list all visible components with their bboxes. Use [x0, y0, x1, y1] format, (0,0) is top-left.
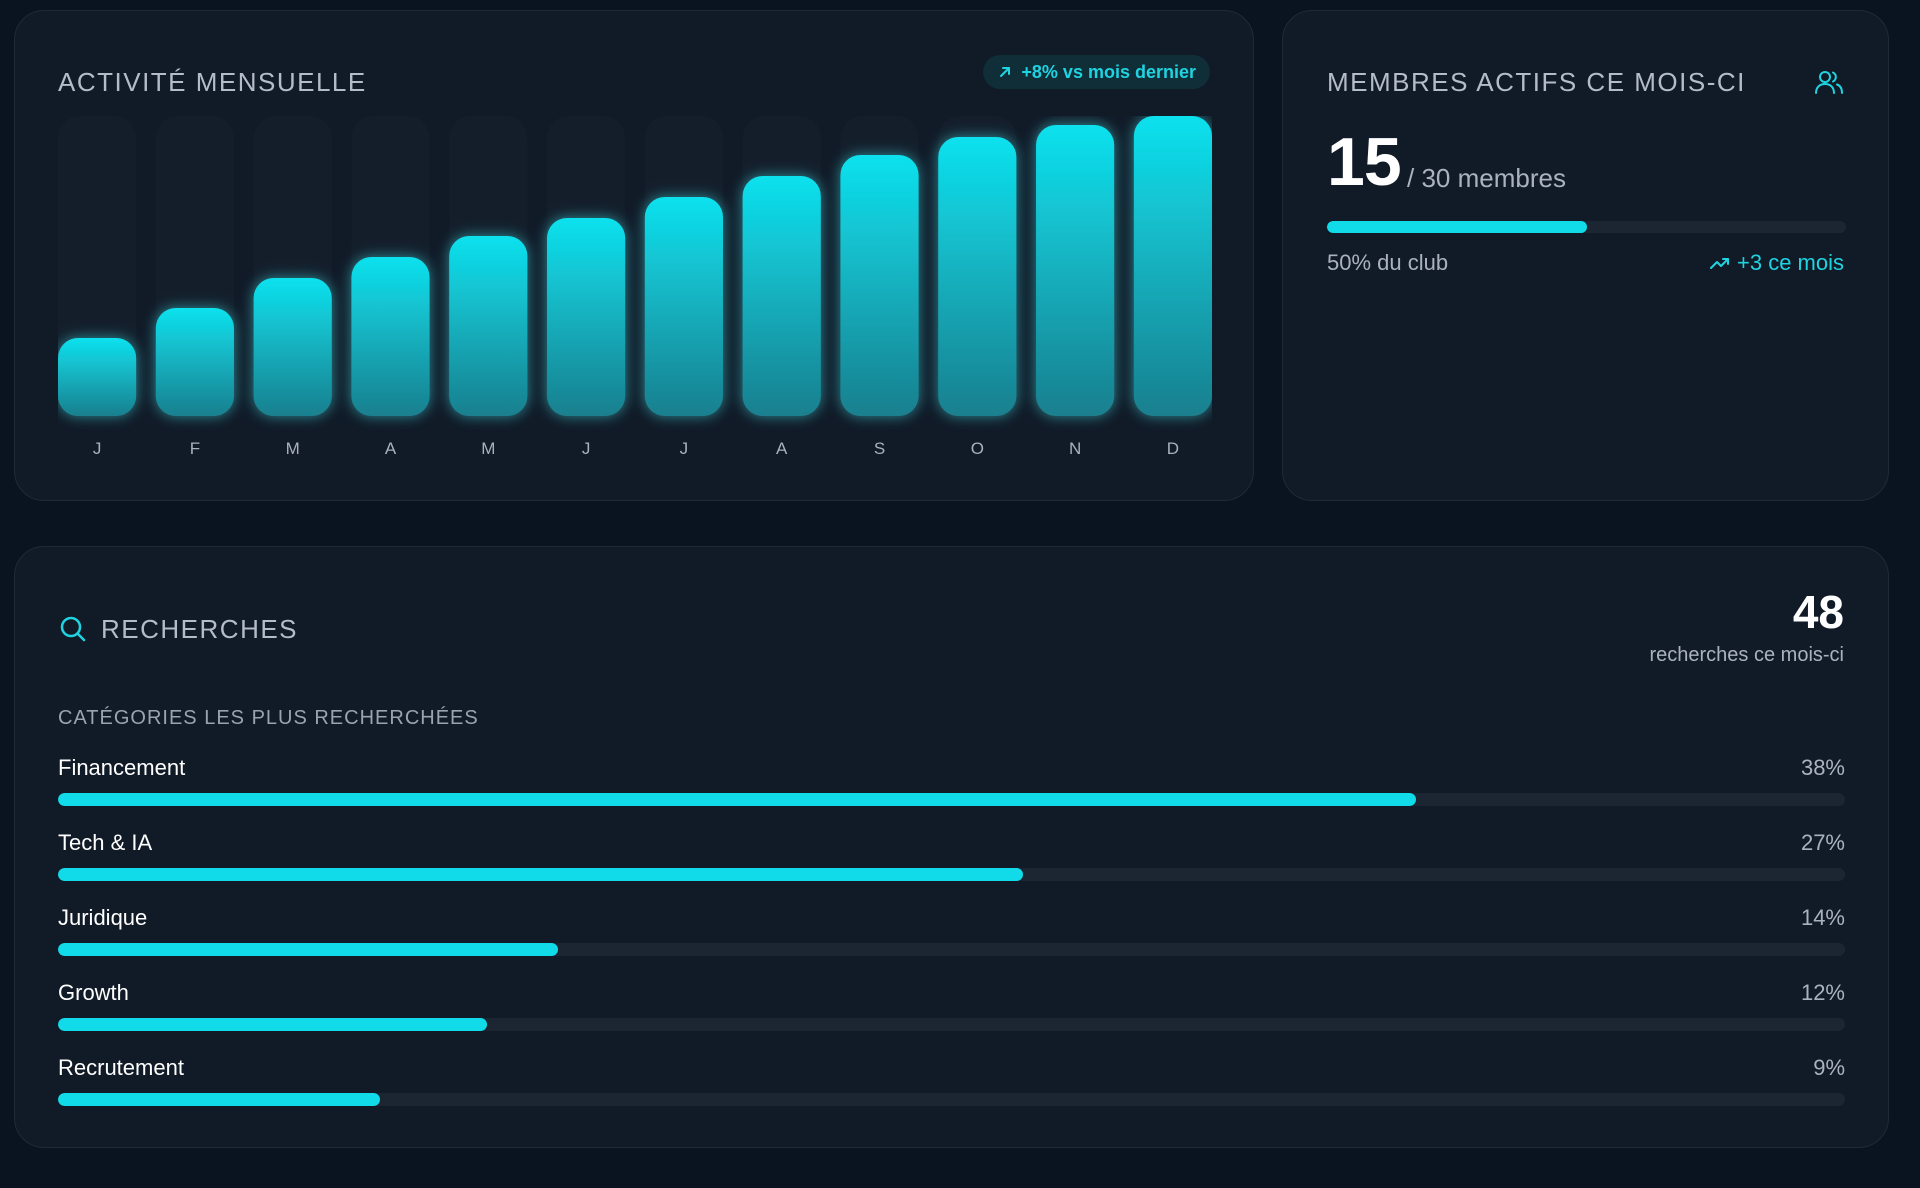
bar-1	[155, 308, 234, 416]
activity-title: ACTIVITÉ MENSUELLE	[58, 67, 367, 97]
category-bar-fill	[58, 868, 1023, 881]
bar-7	[742, 176, 821, 416]
bar-6	[644, 197, 723, 416]
trending-up-icon	[1710, 258, 1729, 269]
category-bar	[58, 943, 1845, 956]
bar-9	[938, 137, 1017, 416]
x-tick-label: M	[286, 439, 300, 458]
category-bar-fill	[58, 1018, 487, 1031]
bar-2	[253, 278, 332, 416]
members-progress-fill	[1327, 221, 1587, 233]
x-tick-label: J	[582, 439, 591, 458]
bar-11	[1133, 116, 1212, 416]
x-tick-label: O	[971, 439, 984, 458]
category-bar-fill	[58, 943, 559, 956]
x-tick-label: N	[1069, 439, 1081, 458]
members-progress-bar	[1327, 221, 1846, 233]
users-icon	[1815, 71, 1843, 94]
searches-total: 48	[1792, 586, 1844, 638]
category-bar-fill	[58, 793, 1417, 806]
category-percent: 38%	[1800, 755, 1845, 780]
members-delta-label: +3 ce mois	[1737, 250, 1844, 275]
active-members-card: MEMBRES ACTIFS CE MOIS-CI 15 / 30 membre…	[1282, 10, 1889, 501]
category-percent: 9%	[1813, 1055, 1845, 1080]
arrow-up-right-icon	[1000, 67, 1011, 77]
active-members-count: 15	[1327, 124, 1402, 200]
searches-title: RECHERCHES	[101, 614, 299, 644]
activity-trend-label: +8% vs mois dernier	[1021, 61, 1196, 82]
category-name: Tech & IA	[58, 830, 153, 855]
category-row: Growth 12%	[58, 980, 1845, 1055]
x-tick-label: D	[1167, 439, 1179, 458]
category-bar-fill	[58, 1093, 380, 1106]
bar-0	[58, 338, 137, 416]
bar-8	[840, 155, 919, 416]
category-percent: 27%	[1800, 830, 1845, 855]
activity-trend-badge: +8% vs mois dernier	[983, 55, 1210, 89]
bar-5	[547, 218, 626, 416]
category-bar	[58, 1093, 1845, 1106]
category-row: Tech & IA 27%	[58, 830, 1845, 905]
x-tick-label: A	[385, 439, 397, 458]
searches-card: RECHERCHES 48 recherches ce mois-ci CATÉ…	[14, 546, 1889, 1148]
category-row: Juridique 14%	[58, 905, 1845, 980]
total-members-label: / 30 membres	[1407, 163, 1566, 193]
top-categories-label: CATÉGORIES LES PLUS RECHERCHÉES	[58, 707, 479, 729]
x-tick-label: A	[776, 439, 788, 458]
bar-4	[449, 236, 528, 416]
monthly-activity-card: ACTIVITÉ MENSUELLE +8% vs mois dernier J…	[14, 10, 1254, 501]
category-row: Financement 38%	[58, 755, 1845, 830]
x-tick-label: J	[680, 439, 689, 458]
category-bar	[58, 868, 1845, 881]
x-tick-label: M	[481, 439, 495, 458]
category-row: Recrutement 9%	[58, 1055, 1845, 1130]
category-percent: 12%	[1800, 980, 1845, 1005]
x-tick-label: J	[93, 439, 102, 458]
members-delta: +3 ce mois	[1709, 250, 1844, 276]
members-percent-label: 50% du club	[1327, 250, 1449, 275]
search-icon	[60, 616, 86, 642]
category-bar	[58, 1018, 1845, 1031]
category-name: Growth	[58, 980, 129, 1005]
category-percent: 14%	[1800, 905, 1845, 930]
x-tick-label: F	[190, 439, 200, 458]
category-name: Recrutement	[58, 1055, 184, 1080]
category-list: Financement 38% Tech & IA 27% Juridique …	[58, 755, 1845, 1130]
members-title: MEMBRES ACTIFS CE MOIS-CI	[1327, 67, 1746, 97]
category-name: Juridique	[58, 905, 148, 930]
searches-caption: recherches ce mois-ci	[1649, 644, 1844, 666]
bar-10	[1036, 125, 1115, 416]
category-bar	[58, 793, 1845, 806]
bar-3	[351, 257, 430, 416]
x-tick-label: S	[874, 439, 885, 458]
category-name: Financement	[58, 755, 186, 780]
